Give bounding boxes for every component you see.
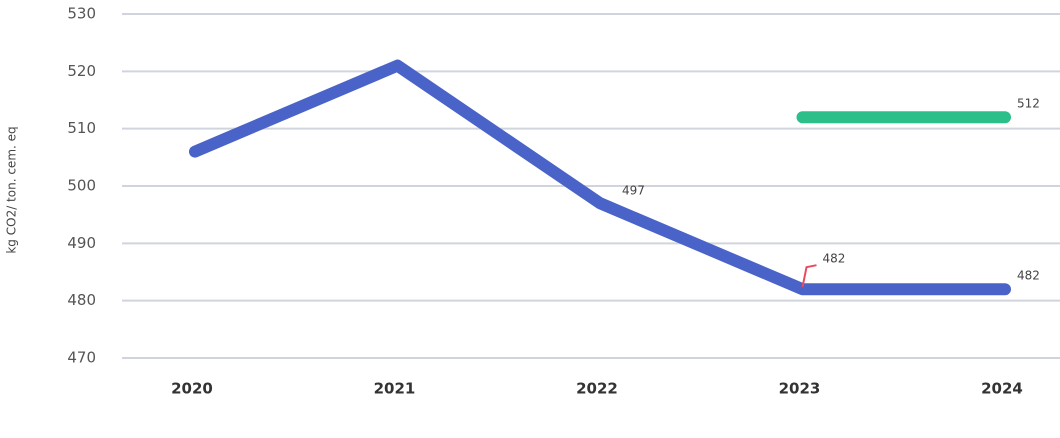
x-tick-label: 2024 bbox=[981, 380, 1023, 398]
y-tick-label: 520 bbox=[67, 62, 96, 80]
y-tick-label: 470 bbox=[67, 349, 96, 367]
y-axis-label: kg CO2/ ton. cem. eq bbox=[5, 126, 19, 253]
y-tick-label: 500 bbox=[67, 177, 96, 195]
label-leader bbox=[801, 264, 817, 288]
y-tick-label: 530 bbox=[67, 5, 96, 23]
y-tick-label: 510 bbox=[67, 119, 96, 137]
data-label: 512 bbox=[1017, 97, 1040, 111]
y-tick-label: 480 bbox=[67, 291, 96, 309]
y-tick-label: 490 bbox=[67, 234, 96, 252]
data-label: 482 bbox=[823, 252, 846, 266]
data-label: 497 bbox=[622, 184, 645, 198]
x-tick-label: 2021 bbox=[374, 380, 416, 398]
x-tick-label: 2023 bbox=[779, 380, 821, 398]
x-tick-label: 2022 bbox=[576, 380, 618, 398]
x-tick-label: 2020 bbox=[171, 380, 213, 398]
series-line bbox=[189, 59, 1011, 296]
data-label: 482 bbox=[1017, 269, 1040, 283]
